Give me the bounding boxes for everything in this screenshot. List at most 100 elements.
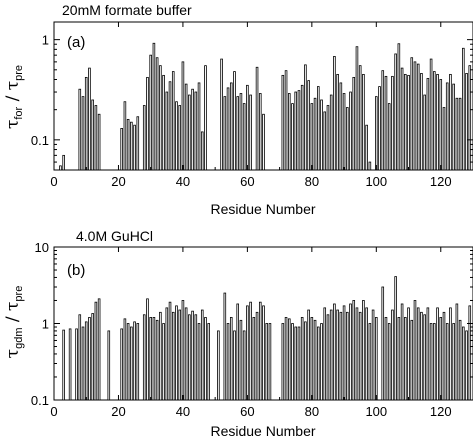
panel-a-bar <box>255 66 259 171</box>
panel-b-bar <box>304 321 307 401</box>
panel-a-bar <box>191 88 194 171</box>
panel-b-bar <box>329 309 333 401</box>
panel-a-bar <box>262 113 265 171</box>
panel-b-bar <box>455 303 459 401</box>
panel-a-bar <box>313 97 317 171</box>
panel-a-bar <box>455 97 459 171</box>
panel-a-bar <box>155 57 159 171</box>
panel-b-x-tick-label: 120 <box>430 404 452 419</box>
panel-b-bar <box>246 305 249 401</box>
panel-a-bar <box>152 42 156 171</box>
panel-a-bar <box>384 75 388 171</box>
panel-b-bar <box>387 323 391 401</box>
panel-a-bar <box>159 65 162 171</box>
panel-b-bar <box>217 330 220 401</box>
panel-b-bar <box>320 323 323 401</box>
panel-b-bar <box>146 298 149 401</box>
panel-a-bar <box>168 81 172 171</box>
panel-b-bar <box>155 319 159 401</box>
panel-b-bar <box>426 307 430 401</box>
panel-a-bar <box>462 47 465 171</box>
panel-a-bar <box>439 79 443 171</box>
panel-a-bar <box>465 73 468 171</box>
panel-b-bar <box>416 307 420 401</box>
panel-b-bar <box>249 301 252 401</box>
panel-b-bar <box>142 314 146 401</box>
panel-a-bar <box>178 105 181 171</box>
panel-b-bar <box>284 317 288 401</box>
panel-a-bar <box>97 113 101 171</box>
panel-b-bar <box>126 323 130 401</box>
panel-b-bar <box>300 317 304 401</box>
panel-b-bar <box>439 317 443 401</box>
panel-a-bar <box>410 57 414 171</box>
panel-a-y-tick-label: 0.1 <box>31 133 49 148</box>
panel-a-bar <box>426 78 430 171</box>
panel-a-bar <box>358 65 362 171</box>
panel-b-bar <box>133 321 136 401</box>
panel-a-bar <box>468 65 472 171</box>
panel-a-bar <box>355 46 359 171</box>
panel-a-bar <box>197 82 201 171</box>
panel-a-bar <box>126 118 130 171</box>
panel-a-bar <box>181 61 185 171</box>
panel-b-tag: (b) <box>67 262 85 279</box>
panel-b-bar <box>349 303 352 401</box>
panel-a-bar <box>433 71 436 171</box>
panel-a-bar <box>78 88 82 171</box>
panel-b-bar <box>236 303 240 401</box>
panel-b-bar <box>445 323 449 401</box>
panel-b-bar <box>149 317 152 401</box>
panel-b-bar <box>252 317 256 401</box>
panel-a-bar <box>420 73 423 171</box>
panel-b-x-tick-label: 100 <box>365 404 387 419</box>
panel-a-bar <box>445 82 449 171</box>
panel-b-bar <box>333 303 336 401</box>
panel-b-bar <box>81 326 85 401</box>
panel-b-bar <box>62 329 65 401</box>
panel-a-bar <box>188 94 191 171</box>
panel-b-bar <box>75 328 78 401</box>
panel-a-y-ticks: 0.11 <box>31 33 473 163</box>
panel-b-bar <box>307 309 310 401</box>
panel-a-bar <box>375 96 378 171</box>
panel-a-bar <box>233 71 236 171</box>
panel-b-bar <box>358 311 362 401</box>
panel-b-bar <box>181 300 185 401</box>
panel-a-bar <box>342 93 346 171</box>
panel-a-bar <box>291 103 294 171</box>
panel-a-bar <box>220 58 223 171</box>
panel-b-bar <box>175 305 178 401</box>
panel-b-bar <box>239 319 243 401</box>
panel-b-bar <box>323 307 327 401</box>
panel-b-bar <box>194 314 198 401</box>
panel-b-bar <box>178 309 181 401</box>
panel-b-bar <box>120 328 123 401</box>
panel-b-y-ticks: 0.1 1 10 <box>31 240 473 408</box>
panel-b-bar <box>468 305 472 401</box>
panel-a-bar <box>391 75 394 171</box>
panel-b-bar <box>362 300 365 401</box>
panel-a-x-tick-label: 20 <box>111 174 125 189</box>
panel-b-bar <box>384 317 388 401</box>
panel-a-bar <box>442 107 446 171</box>
panel-a-bar <box>368 161 372 171</box>
panel-b-bar <box>365 307 368 401</box>
panel-a-bar <box>59 165 62 171</box>
panel-a-bar <box>404 73 407 171</box>
panel-a-bar <box>62 154 65 171</box>
panel-b-bar <box>200 309 204 401</box>
panel-b-bar <box>381 286 385 401</box>
panel-a-bar <box>323 111 327 171</box>
panel-b-bar <box>130 326 133 401</box>
panel-a-bar <box>458 97 462 171</box>
panel-b-bar <box>84 321 88 401</box>
panel-b-bar <box>262 305 265 401</box>
panel-b-bar <box>458 319 462 401</box>
panel-a-bar <box>258 93 262 171</box>
panel-a-bar <box>94 105 98 171</box>
panel-a-bar <box>242 103 246 171</box>
panel-b-bar <box>429 323 433 401</box>
panel-b-x-tick-label: 80 <box>305 404 319 419</box>
panel-b-bar <box>91 313 94 401</box>
